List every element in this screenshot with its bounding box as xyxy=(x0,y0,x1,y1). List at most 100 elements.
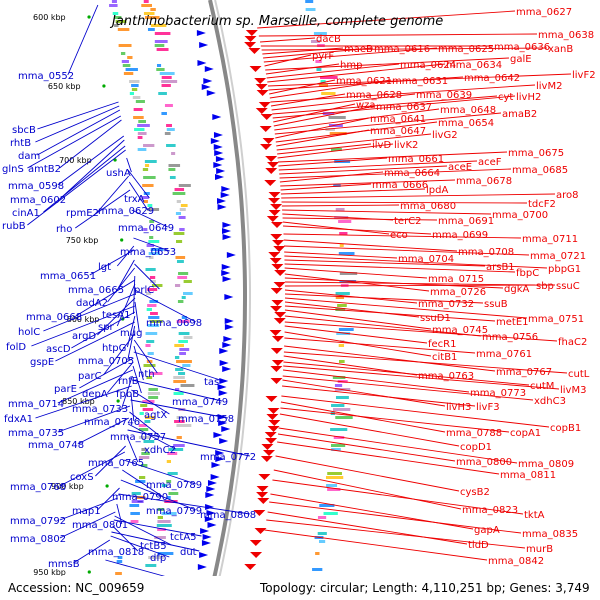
gene-label-right[interactable]: cutM xyxy=(530,381,554,392)
gene-label-right[interactable]: xdhC3 xyxy=(534,396,566,407)
gene-label-left[interactable]: mma_0758 xyxy=(178,414,234,425)
gene-label-right[interactable]: lpdA xyxy=(426,185,448,196)
gene-label-left[interactable]: fdxA1 xyxy=(4,414,33,425)
gene-label-right[interactable]: mma_0624 xyxy=(400,60,456,71)
gene-label-right[interactable]: mma_0654 xyxy=(438,118,494,129)
gene-label-right[interactable]: ssuD1 xyxy=(420,313,451,324)
gene-label-right[interactable]: cysB2 xyxy=(460,487,490,498)
gene-label-left[interactable]: mma_0757 xyxy=(110,432,166,443)
gene-label-right[interactable]: livM3 xyxy=(560,385,586,396)
gene-label-right[interactable]: mma_0726 xyxy=(430,287,486,298)
gene-label-right[interactable]: mma_0699 xyxy=(432,230,488,241)
gene-label-left[interactable]: mma_0799 xyxy=(146,506,202,517)
gene-label-right[interactable]: eco xyxy=(390,230,408,241)
gene-label-left[interactable]: map1 xyxy=(72,506,101,517)
gene-label-right[interactable]: dacB xyxy=(316,34,341,45)
gene-label-right[interactable]: mma_0811 xyxy=(500,470,556,481)
gene-label-right[interactable]: mma_0661 xyxy=(388,154,444,165)
gene-label-right[interactable]: mma_0627 xyxy=(516,7,572,18)
gene-label-right[interactable]: murB xyxy=(526,544,553,555)
gene-label-right[interactable]: mma_0842 xyxy=(488,556,544,567)
gene-label-left[interactable]: mma_0802 xyxy=(10,534,66,545)
gene-label-right[interactable]: mma_0763 xyxy=(418,371,474,382)
gene-label-left[interactable]: argD xyxy=(72,331,96,342)
gene-label-left[interactable]: mma_0749 xyxy=(172,397,228,408)
gene-label-right[interactable]: mma_0639 xyxy=(416,90,472,101)
gene-label-right[interactable]: mma_0625 xyxy=(438,44,494,55)
gene-label-right[interactable]: fecR1 xyxy=(428,339,456,350)
gene-label-right[interactable]: aceF xyxy=(478,157,502,168)
gene-label-right[interactable]: mma_0685 xyxy=(512,165,568,176)
gene-label-right[interactable]: mma_0745 xyxy=(432,325,488,336)
gene-label-right[interactable]: mma_0751 xyxy=(528,314,584,325)
gene-label-left[interactable]: mma_0733 xyxy=(72,404,128,415)
gene-label-right[interactable]: mma_0634 xyxy=(446,60,502,71)
gene-label-right[interactable]: mma_0675 xyxy=(508,148,564,159)
gene-label-right[interactable]: maeB xyxy=(344,44,373,55)
gene-label-left[interactable]: rhtB xyxy=(10,138,31,149)
gene-label-right[interactable]: hmp xyxy=(340,60,362,71)
gene-label-right[interactable]: tktA xyxy=(524,510,545,521)
gene-label-left[interactable]: mma_0698 xyxy=(146,318,202,329)
gene-label-left[interactable]: dfp xyxy=(150,553,166,564)
gene-label-left[interactable]: mma_0789 xyxy=(146,480,202,491)
gene-label-left[interactable]: rho xyxy=(56,224,72,235)
gene-label-right[interactable]: tldD xyxy=(468,540,489,551)
gene-label-left[interactable]: tctA5 xyxy=(170,532,197,543)
gene-label-right[interactable]: livF2 xyxy=(572,70,596,81)
gene-label-right[interactable]: mma_0732 xyxy=(418,299,474,310)
gene-label-left[interactable]: mma_0808 xyxy=(200,510,256,521)
gene-label-left[interactable]: lgt xyxy=(98,262,111,273)
gene-label-right[interactable]: cyt xyxy=(498,92,513,103)
gene-label-left[interactable]: mma_0668 xyxy=(26,312,82,323)
gene-label-right[interactable]: xanB xyxy=(548,44,573,55)
gene-label-right[interactable]: dgkA xyxy=(504,284,529,295)
gene-label-right[interactable]: mma_0700 xyxy=(492,210,548,221)
gene-label-left[interactable]: coxS xyxy=(70,472,94,483)
gene-label-left[interactable]: amtB2 xyxy=(28,164,61,175)
gene-label-left[interactable]: dam xyxy=(18,151,40,162)
gene-label-right[interactable]: amaB2 xyxy=(502,109,537,120)
gene-label-right[interactable]: wza xyxy=(356,100,376,111)
gene-label-left[interactable]: tas xyxy=(204,377,219,388)
gene-label-left[interactable]: trxA xyxy=(124,194,145,205)
gene-label-left[interactable]: mma_0665 xyxy=(68,285,124,296)
gene-label-right[interactable]: copA1 xyxy=(510,428,541,439)
gene-label-left[interactable]: mma_0818 xyxy=(88,547,144,558)
gene-label-right[interactable]: pbpG1 xyxy=(548,264,581,275)
gene-label-left[interactable]: xdhC2 xyxy=(144,445,176,456)
gene-label-right[interactable]: mma_0788 xyxy=(446,428,502,439)
gene-label-left[interactable]: nth xyxy=(138,369,155,380)
gene-label-right[interactable]: mma_0823 xyxy=(462,505,518,516)
gene-label-right[interactable]: mma_0616 xyxy=(374,44,430,55)
gene-label-left[interactable]: mma_0629 xyxy=(98,206,154,217)
gene-label-left[interactable]: mma_0653 xyxy=(120,247,176,258)
gene-label-left[interactable]: cinA1 xyxy=(12,208,40,219)
gene-label-right[interactable]: citB1 xyxy=(432,352,457,363)
gene-label-left[interactable]: rubB xyxy=(2,221,26,232)
gene-label-right[interactable]: ilvD xyxy=(372,140,391,151)
gene-label-right[interactable]: mma_0631 xyxy=(392,76,448,87)
gene-label-right[interactable]: pyrF xyxy=(312,51,334,62)
gene-label-left[interactable]: mma_0705 xyxy=(78,356,134,367)
gene-label-right[interactable]: mma_0637 xyxy=(376,102,432,113)
gene-label-right[interactable]: livH2 xyxy=(516,92,541,103)
gene-label-right[interactable]: mma_0773 xyxy=(470,388,526,399)
gene-label-right[interactable]: mma_0636 xyxy=(494,42,550,53)
gene-label-right[interactable]: mma_0715 xyxy=(428,274,484,285)
gene-label-left[interactable]: ushA xyxy=(106,168,131,179)
gene-label-left[interactable]: dadA2 xyxy=(76,298,108,309)
gene-label-left[interactable]: gspE xyxy=(30,357,54,368)
gene-label-left[interactable]: mug xyxy=(120,328,142,339)
gene-label-left[interactable]: sbcB xyxy=(12,125,36,136)
gene-label-right[interactable]: mma_0800 xyxy=(456,457,512,468)
gene-label-left[interactable]: tesA1 xyxy=(102,310,131,321)
gene-label-left[interactable]: mma_0765 xyxy=(88,458,144,469)
gene-label-left[interactable]: folD xyxy=(6,342,26,353)
gene-label-left[interactable]: mma_0772 xyxy=(200,452,256,463)
gene-label-right[interactable]: fbpC xyxy=(516,268,539,279)
gene-label-left[interactable]: spr xyxy=(98,322,115,333)
gene-label-left[interactable]: htpG xyxy=(102,343,126,354)
gene-label-left[interactable]: mma_0735 xyxy=(8,428,64,439)
gene-label-right[interactable]: mma_0680 xyxy=(400,201,456,212)
